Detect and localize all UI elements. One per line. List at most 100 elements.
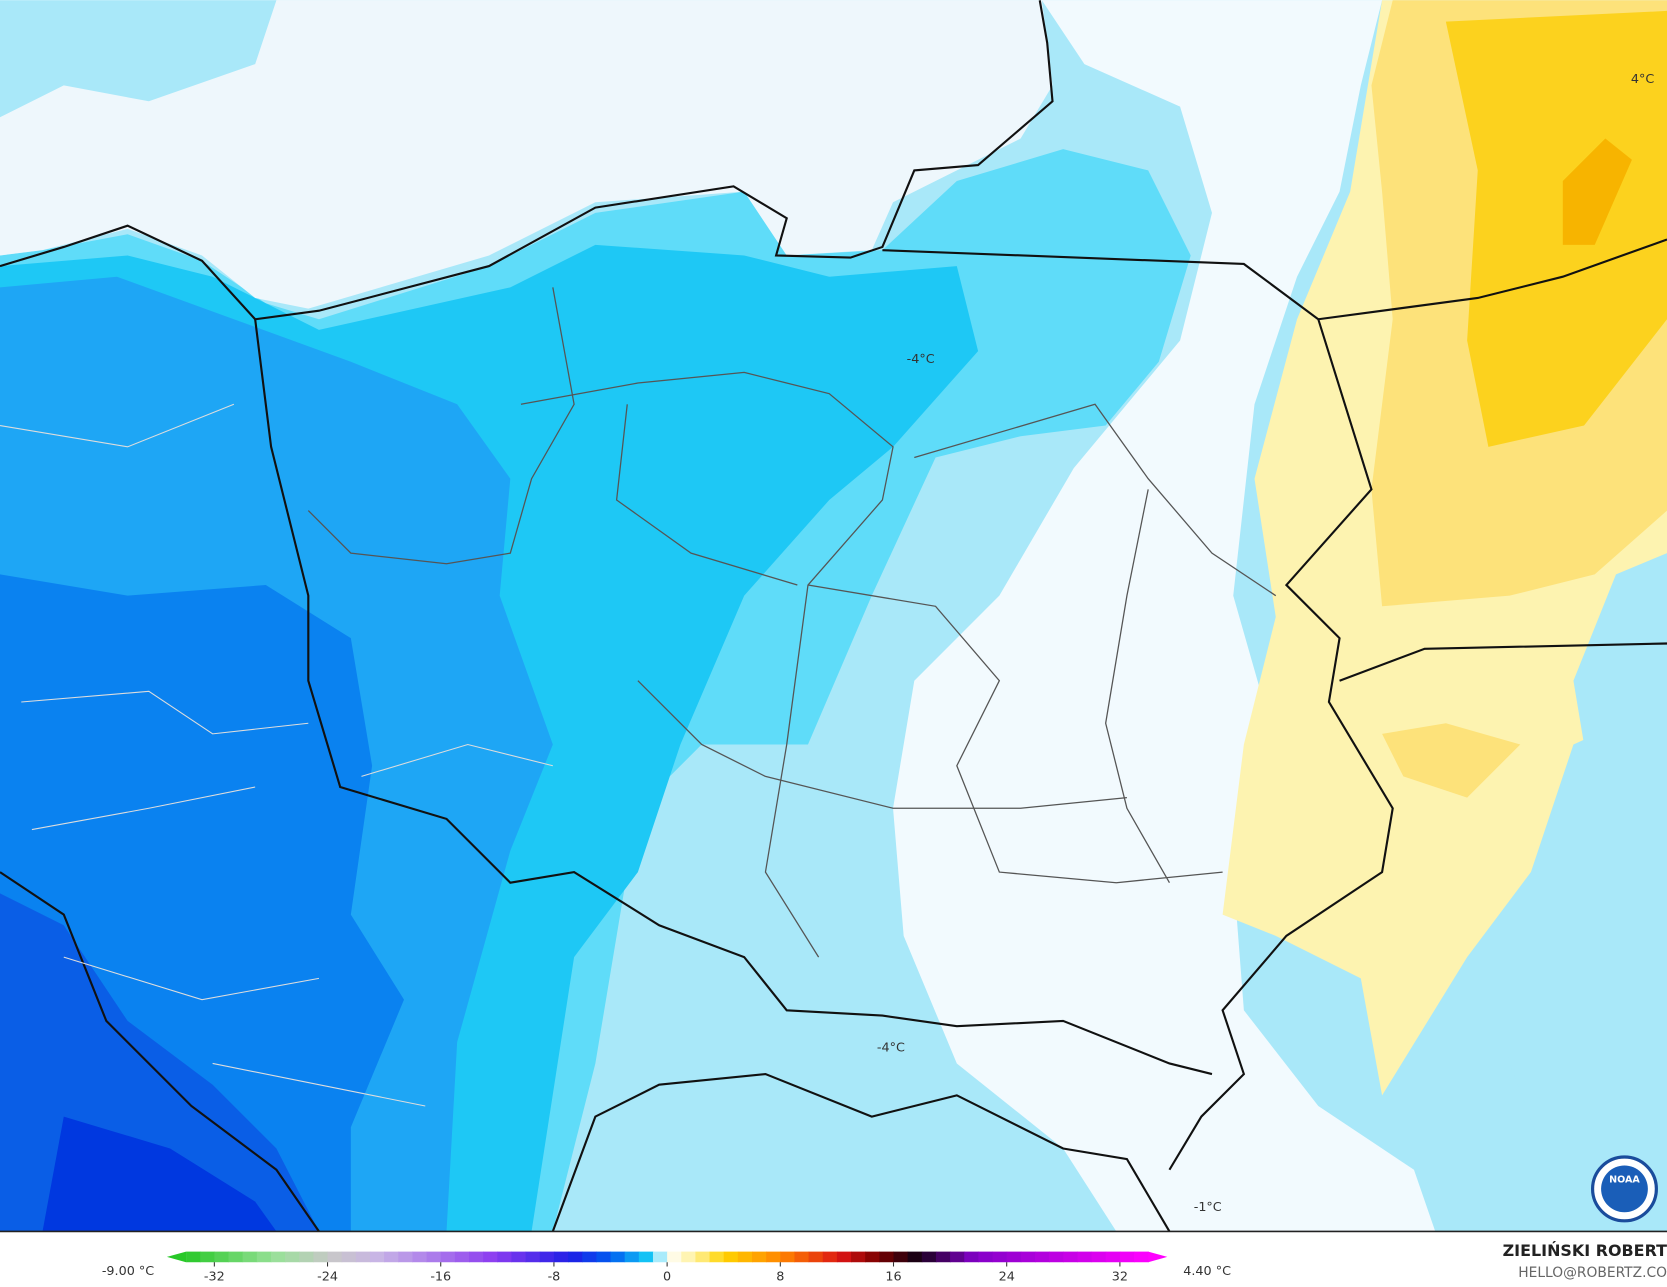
colorbar-segment — [483, 1251, 498, 1263]
map-label: -1°C — [1194, 1200, 1222, 1215]
noaa-logo: NOAA — [1590, 1155, 1658, 1223]
colorbar-tick-label: -24 — [317, 1269, 338, 1284]
colorbar-segment — [1063, 1251, 1078, 1263]
colorbar-segment — [978, 1251, 994, 1263]
national-border — [1318, 238, 1667, 682]
colorbar-segment — [384, 1251, 399, 1263]
colorbar-segment — [851, 1251, 866, 1263]
colorbar-segment — [1105, 1251, 1121, 1263]
sea — [0, 0, 1053, 309]
colorbar-segment — [539, 1251, 555, 1263]
colorbar-segment — [596, 1251, 612, 1263]
coldest-core — [42, 1116, 277, 1232]
colorbar-segment — [341, 1251, 357, 1263]
colorbar-segment — [256, 1251, 272, 1263]
colorbar-segment — [242, 1251, 258, 1263]
min-label: -9.00 °C — [102, 1264, 154, 1279]
colorbar-segment — [270, 1251, 286, 1263]
colorbar-segment — [454, 1251, 470, 1263]
colorbar-segment — [907, 1251, 923, 1263]
colorbar-segment — [426, 1251, 442, 1263]
regional-border — [307, 287, 1277, 958]
warmest-zone — [1445, 10, 1667, 447]
colorbar-segment — [794, 1251, 810, 1263]
colorbar-segment — [950, 1251, 965, 1263]
colorbar-segment — [285, 1251, 300, 1263]
colorbar-tick-label: 24 — [999, 1269, 1015, 1284]
colorbar-tick-label: 32 — [1112, 1269, 1128, 1284]
colorbar-arrow — [1148, 1251, 1168, 1263]
colorbar-segment — [355, 1251, 371, 1263]
max-label: 4.40 °C — [1183, 1264, 1231, 1279]
colorbar-segment — [695, 1251, 711, 1263]
colorbar-segment — [935, 1251, 951, 1263]
colorbar-tick-label: -32 — [204, 1269, 225, 1284]
colorbar-segment — [1077, 1251, 1093, 1263]
colorbar-segment — [638, 1251, 654, 1263]
regional-border-west — [0, 403, 553, 1107]
warm-patch — [1382, 723, 1521, 798]
national-border — [254, 319, 1213, 1076]
map: 4°C -4°C -4°C -1°C NOAA — [0, 0, 1667, 1233]
national-border — [882, 249, 1394, 1171]
cool-northwest — [0, 0, 277, 118]
colorbar-segment — [808, 1251, 824, 1263]
colorbar-segment — [440, 1251, 456, 1263]
colorbar-segment — [1020, 1251, 1036, 1263]
colorbar-segment — [681, 1251, 696, 1263]
coastline — [0, 0, 1054, 321]
colorbar-tick-label: 16 — [885, 1269, 901, 1284]
colorbar-segment — [299, 1251, 314, 1263]
colorbar-segment — [624, 1251, 640, 1263]
colorbar-segment — [568, 1251, 583, 1263]
colorbar-segment — [1049, 1251, 1064, 1263]
colorbar-segment — [398, 1251, 413, 1263]
colorbar-segment — [893, 1251, 909, 1263]
colorbar-tick-label: -8 — [548, 1269, 561, 1284]
colorbar-segment — [412, 1251, 428, 1263]
colorbar-segment — [1119, 1251, 1135, 1263]
colorbar-segment — [525, 1251, 541, 1263]
colorbar-segment — [865, 1251, 880, 1263]
colorbar-tick-label: -16 — [430, 1269, 451, 1284]
colorbar-segment — [469, 1251, 484, 1263]
map-label: -4°C — [877, 1041, 905, 1056]
colorbar: -9.00 °C 4.40 °C -32 -24 -16 -8 0 8 16 24 32 — [102, 1251, 1231, 1284]
colorbar-segment — [214, 1251, 230, 1263]
map-label: -4°C — [907, 352, 935, 367]
colorbar-segment — [964, 1251, 979, 1263]
national-border — [0, 871, 1171, 1233]
colorbar-segment — [921, 1251, 937, 1263]
mild-zone — [893, 0, 1436, 1232]
map-label: 4°C — [1631, 72, 1654, 87]
colorbar-segment — [1091, 1251, 1107, 1263]
colorbar-segment — [709, 1251, 725, 1263]
colorbar-segment — [1006, 1251, 1022, 1263]
colorbar-segment — [497, 1251, 513, 1263]
cool-east — [1488, 701, 1667, 1232]
colorbar-segment — [737, 1251, 753, 1263]
colorbar-segment — [836, 1251, 852, 1263]
svg-text:NOAA: NOAA — [1609, 1175, 1640, 1186]
colorbar-segment — [780, 1251, 795, 1263]
colorbar-segment — [1034, 1251, 1050, 1263]
colorbar-segment — [652, 1251, 668, 1263]
colorbar-segment — [879, 1251, 895, 1263]
colorbar-tick-label: 0 — [663, 1269, 671, 1284]
colorbar-segment — [1134, 1251, 1149, 1263]
colorbar-segment — [992, 1251, 1008, 1263]
colorbar-segment — [723, 1251, 739, 1263]
colorbar-segment — [186, 1251, 201, 1263]
colorbar-segment — [511, 1251, 527, 1263]
colorbar-segment — [752, 1251, 767, 1263]
colorbar-segment — [369, 1251, 385, 1263]
credit-email: HELLO@ROBERTZ.CO — [1518, 1265, 1667, 1281]
colorbar-segment — [582, 1251, 597, 1263]
colorbar-arrow — [166, 1251, 187, 1263]
colorbar-segment — [667, 1251, 682, 1263]
colorbar-segment — [766, 1251, 781, 1263]
colorbar-segment — [327, 1251, 343, 1263]
colorbar-segment — [553, 1251, 569, 1263]
credit-author: ZIELIŃSKI ROBERT — [1503, 1241, 1667, 1260]
